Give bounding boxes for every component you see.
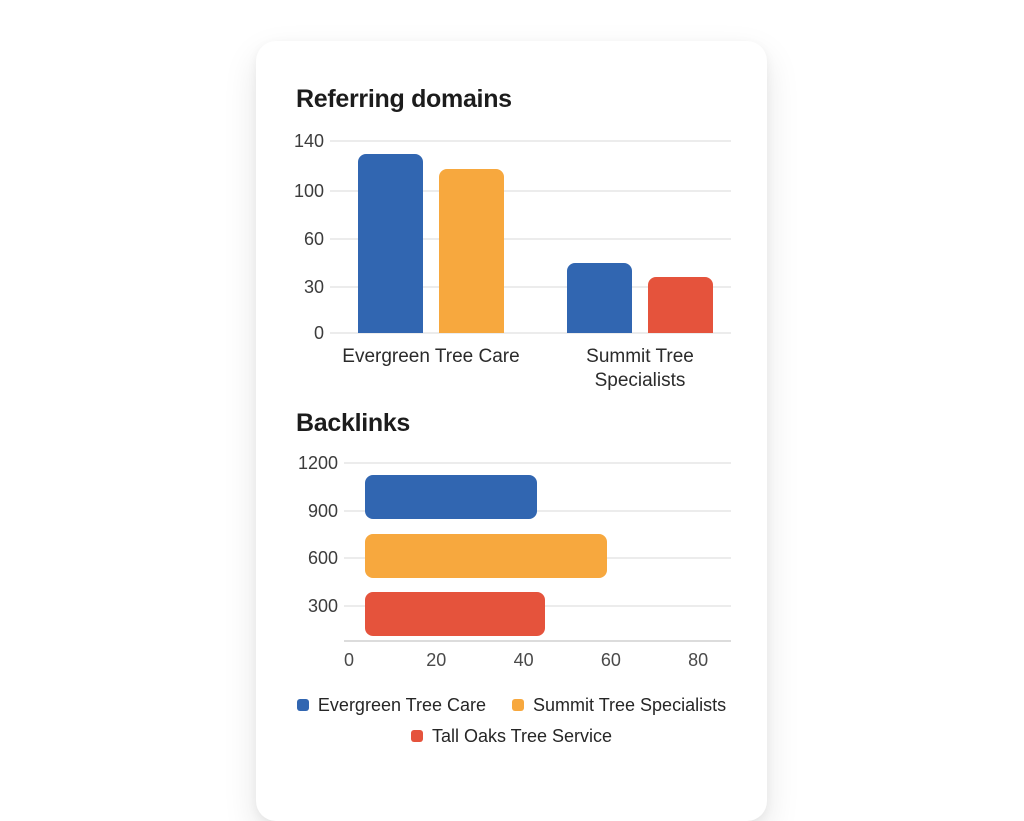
referring-domains-y-tick-label: 140 xyxy=(293,131,324,151)
backlinks-x-axis-line xyxy=(344,640,731,642)
backlinks-x-tick-label: 20 xyxy=(426,650,447,670)
legend-label: Summit Tree Specialists xyxy=(533,694,727,715)
legend-item: Summit Tree Specialists xyxy=(512,693,726,717)
backlinks-bar xyxy=(365,592,546,636)
referring-domains-chart: 140 100 60 30 0 Evergreen Tree Care Summit Tre… xyxy=(256,41,767,821)
backlinks-x-tick-label: 60 xyxy=(600,650,621,670)
backlinks-gridline xyxy=(344,510,731,512)
referring-domains-bar xyxy=(567,263,632,333)
backlinks-gridline xyxy=(344,462,731,464)
legend-label: Tall Oaks Tree Service xyxy=(431,725,613,746)
referring-domains-y-tick-label: 100 xyxy=(293,181,324,201)
backlinks-x-tick-label: 80 xyxy=(688,650,709,670)
referring-domains-bar xyxy=(439,168,504,333)
backlinks-y-tick-label: 900 xyxy=(307,501,338,521)
legend-item: Evergreen Tree Care xyxy=(296,693,487,717)
backlinks-bar xyxy=(365,475,537,519)
chart-legend: Evergreen Tree Care Summit Tree Specialis… xyxy=(276,693,747,748)
seo-report-card: Referring domains 140 100 60 30 0 Evergreen T… xyxy=(256,41,767,821)
referring-domains-gridline xyxy=(330,140,731,142)
legend-swatch xyxy=(410,730,423,742)
backlinks-y-tick-label: 600 xyxy=(307,548,338,568)
backlinks-y-tick-label: 300 xyxy=(307,596,338,616)
backlinks-x-tick-label: 0 xyxy=(343,650,354,670)
referring-domains-gridline xyxy=(330,238,731,240)
backlinks-y-tick-label: 1200 xyxy=(297,453,338,473)
backlinks-x-tick-label: 40 xyxy=(513,650,534,670)
legend-swatch xyxy=(296,699,309,711)
referring-domains-title: Referring domains xyxy=(296,85,512,113)
backlinks-title: Backlinks xyxy=(296,409,411,437)
referring-domains-y-tick-label: 60 xyxy=(303,229,324,249)
referring-domains-category-label: Summit Tree Specialists xyxy=(586,346,694,391)
referring-domains-category-label: Evergreen Tree Care xyxy=(342,346,520,367)
referring-domains-gridline xyxy=(330,332,731,334)
backlinks-chart: 1200 900 600 300 0 20 40 60 80 xyxy=(256,41,767,821)
referring-domains-gridline xyxy=(330,190,731,192)
referring-domains-bar xyxy=(358,153,423,333)
legend-item: Tall Oaks Tree Service xyxy=(410,724,613,748)
referring-domains-bar xyxy=(648,277,713,333)
legend-label: Evergreen Tree Care xyxy=(317,694,487,715)
referring-domains-y-tick-label: 30 xyxy=(303,277,324,297)
referring-domains-y-tick-label: 0 xyxy=(313,323,324,343)
backlinks-bar xyxy=(365,534,607,578)
legend-swatch xyxy=(512,699,525,711)
referring-domains-gridline xyxy=(330,286,731,288)
